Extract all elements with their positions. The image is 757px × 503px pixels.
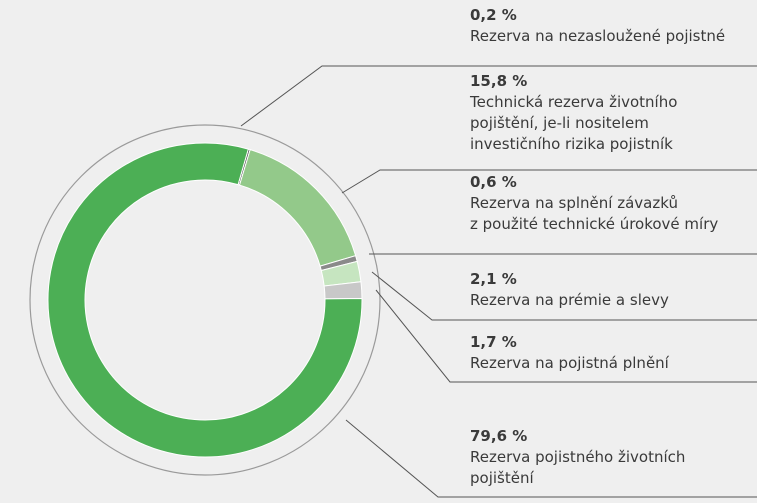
outer-ring <box>29 124 381 476</box>
category-label: Technická rezerva životního <box>469 93 677 111</box>
category-label: Rezerva na splnění závazků <box>470 194 678 212</box>
value-label: 1,7 % <box>470 333 517 351</box>
donut-segment <box>238 149 357 267</box>
value-label: 0,6 % <box>470 173 517 191</box>
leader-line <box>341 169 757 194</box>
leader-line <box>371 271 757 321</box>
value-label: 15,8 % <box>470 72 527 90</box>
value-label: 2,1 % <box>470 270 517 288</box>
category-label: investičního rizika pojistník <box>470 135 673 153</box>
donut-segment <box>47 142 363 458</box>
leader-line <box>240 65 757 127</box>
category-label: Rezerva na prémie a slevy <box>470 291 669 309</box>
category-label: pojištění <box>470 469 534 487</box>
category-label: Rezerva pojistného životních <box>470 448 685 466</box>
category-label: pojištění, je-li nositelem <box>470 114 649 132</box>
leader-line <box>375 289 757 383</box>
leader-line <box>345 419 757 498</box>
leader-lines <box>240 65 757 498</box>
value-label: 79,6 % <box>470 427 527 445</box>
category-label: Rezerva na nezasloužené pojistné <box>470 27 725 45</box>
category-label: Rezerva na pojistná plnění <box>470 354 670 372</box>
category-label: z použité technické úrokové míry <box>470 215 718 233</box>
value-label: 0,2 % <box>470 6 517 24</box>
